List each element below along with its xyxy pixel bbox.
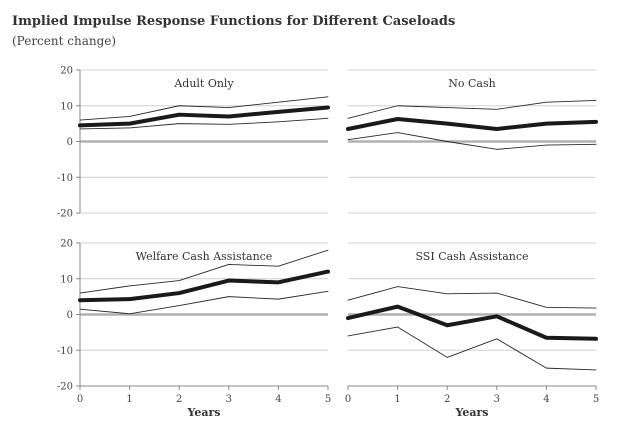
y-tick-label: -10 (57, 346, 73, 357)
x-tick-label: 2 (444, 394, 450, 405)
x-tick-label: 3 (226, 394, 232, 405)
x-axis-title: Years (186, 406, 220, 419)
series-line-lower-band (79, 290, 329, 315)
y-tick-label: 0 (67, 137, 73, 148)
y-tick-label: -10 (57, 173, 73, 184)
series-line-lower-band (347, 132, 597, 150)
series-line-estimate (346, 304, 598, 341)
y-tick-label: 10 (60, 101, 73, 112)
x-tick-label: 5 (325, 394, 331, 405)
panel-title: No Cash (448, 77, 495, 90)
y-tick-label: -20 (57, 209, 73, 220)
y-tick-label: -20 (57, 382, 73, 393)
series-line-lower-band (79, 117, 329, 130)
series-line-upper-band (79, 96, 329, 121)
x-tick-label: 4 (275, 394, 281, 405)
x-tick-label: 5 (593, 394, 599, 405)
y-tick-label: 20 (60, 239, 73, 250)
panel-title: Welfare Cash Assistance (136, 250, 273, 263)
x-tick-label: 1 (126, 394, 132, 405)
x-axis-title: Years (454, 406, 488, 419)
y-tick-label: 20 (60, 66, 73, 77)
series-line-upper-band (347, 286, 597, 309)
panel-title: Adult Only (173, 77, 234, 90)
chart-title: Implied Impulse Response Functions for D… (12, 14, 456, 29)
x-tick-label: 0 (77, 394, 83, 405)
y-tick-label: 0 (67, 310, 73, 321)
x-tick-label: 3 (494, 394, 500, 405)
series-line-upper-band (347, 99, 597, 119)
series-line-estimate (78, 105, 330, 128)
y-tick-label: 10 (60, 274, 73, 285)
series-line-estimate (78, 269, 330, 303)
panel-title: SSI Cash Assistance (415, 250, 528, 263)
x-tick-label: 4 (543, 394, 549, 405)
series-line-estimate (346, 116, 598, 131)
x-tick-label: 0 (345, 394, 351, 405)
x-tick-label: 1 (394, 394, 400, 405)
chart-subtitle: (Percent change) (12, 34, 117, 48)
x-tick-label: 2 (176, 394, 182, 405)
series-line-lower-band (347, 326, 597, 371)
series-line-upper-band (79, 249, 329, 294)
